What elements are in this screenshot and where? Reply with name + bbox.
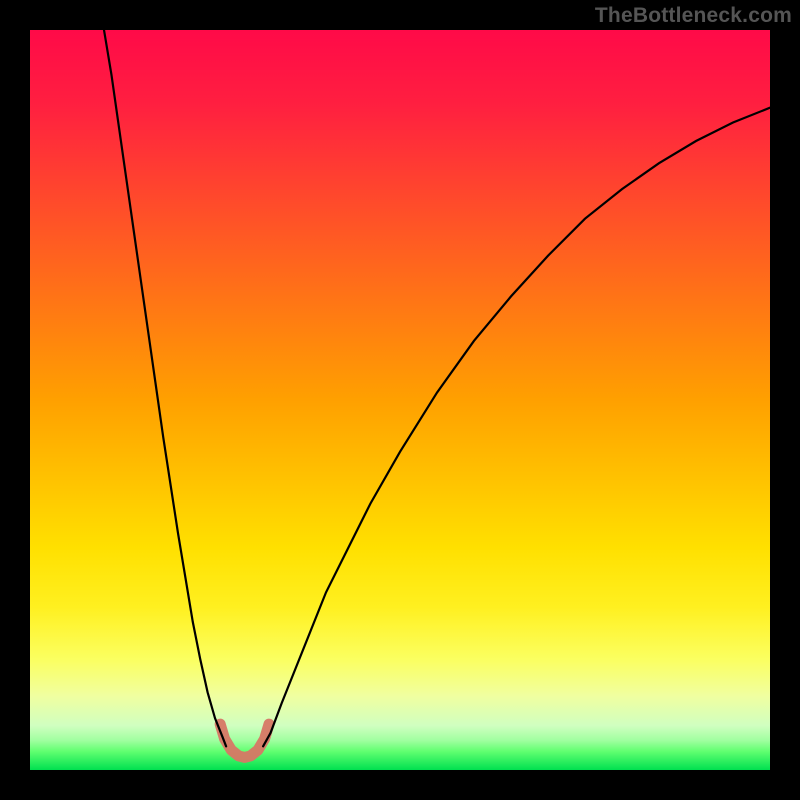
- image-frame: TheBottleneck.com: [0, 0, 800, 800]
- chart-svg: [30, 30, 770, 770]
- plot-area: [30, 30, 770, 770]
- gradient-background: [30, 30, 770, 770]
- watermark-text: TheBottleneck.com: [595, 4, 792, 28]
